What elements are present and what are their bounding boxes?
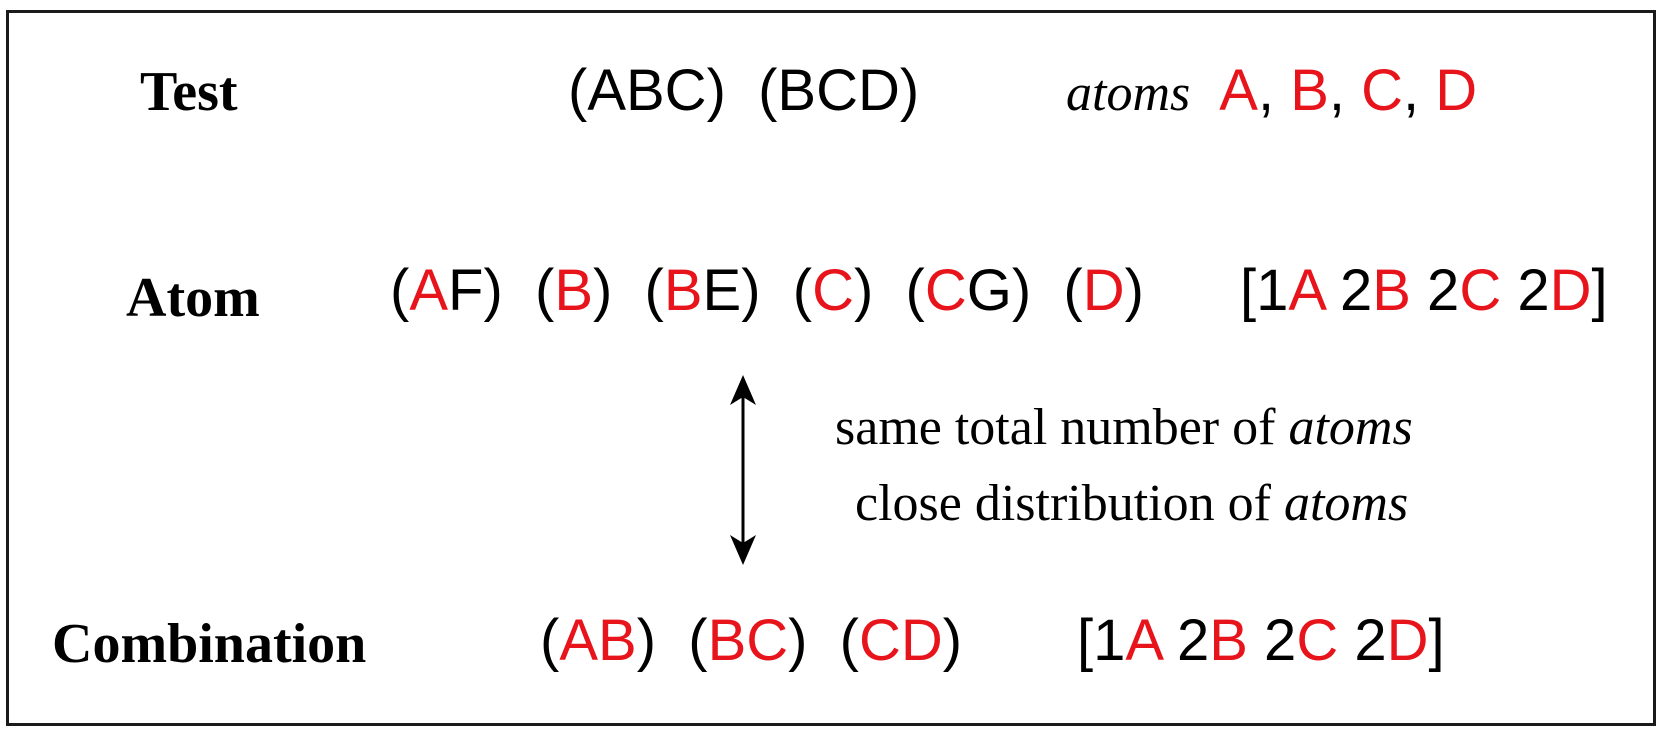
atom-count-token: C	[1459, 258, 1502, 323]
atom-count-token: 2	[1501, 258, 1550, 323]
note-line-2-atoms: atoms	[1283, 475, 1409, 532]
atom-set-token: D	[1082, 258, 1125, 323]
combination-label: Combination	[52, 613, 367, 675]
test-atoms: atoms A, B, C, D	[1066, 62, 1477, 120]
test-atom-token: B	[1290, 58, 1329, 123]
diagram-frame	[6, 10, 1656, 726]
combination-set-token: ) (	[788, 608, 859, 673]
combination-count-token: D	[1386, 608, 1429, 673]
note-line-1: same total number of atoms	[835, 402, 1413, 454]
test-atom-token: A	[1219, 58, 1258, 123]
combination-set-token: CD	[859, 608, 943, 673]
atom-set-token: ) (	[593, 258, 664, 323]
atom-set-token: B	[554, 258, 593, 323]
combination-count-token: 2	[1247, 608, 1297, 673]
combination-set-token: ) (	[636, 608, 708, 673]
atom-set-token: C	[812, 258, 854, 323]
atom-count-token: D	[1549, 258, 1592, 323]
note-line-1-atoms: atoms	[1288, 399, 1413, 456]
test-atom-token: D	[1435, 58, 1478, 123]
note-line-1-text: same total number of	[835, 399, 1289, 456]
note-line-2-text: close distribution of	[855, 475, 1284, 532]
combination-set-token: AB	[559, 608, 637, 673]
atom-sets: (AF) (B) (BE) (C) (CG) (D)	[390, 262, 1144, 320]
test-label: Test	[140, 61, 238, 123]
test-atom-token: C	[1361, 58, 1404, 123]
combination-counts: [1A 2B 2C 2D]	[1077, 612, 1445, 670]
atoms-word: atoms	[1066, 65, 1191, 122]
combination-set-token: (	[540, 608, 560, 673]
atom-set-token: B	[663, 258, 703, 323]
test-atom-token: ,	[1257, 58, 1291, 123]
combination-set-token: )	[942, 608, 963, 673]
atom-set-token: C	[924, 258, 967, 323]
combination-count-token: 2	[1160, 608, 1210, 673]
double-headed-arrow-icon	[730, 375, 756, 565]
note-line-2: close distribution of atoms	[855, 478, 1408, 530]
test-atom-token: ,	[1403, 58, 1436, 123]
atom-count-token: B	[1372, 258, 1411, 323]
atom-set-token: A	[409, 258, 449, 323]
atom-count-token: 2	[1323, 258, 1373, 323]
combination-count-token: B	[1209, 608, 1248, 673]
combination-set-token: BC	[707, 608, 789, 673]
atom-count-token: [1	[1240, 258, 1289, 323]
test-sets: (ABC) (BCD)	[568, 58, 920, 123]
atom-set-token: G) (	[966, 258, 1083, 323]
combination-count-token: A	[1125, 608, 1161, 673]
atom-counts: [1A 2B 2C 2D]	[1240, 262, 1608, 320]
atom-count-token: ]	[1591, 258, 1608, 323]
test-atoms-list: A, B, C, D	[1219, 58, 1477, 123]
combination-sets: (AB) (BC) (CD)	[540, 612, 962, 670]
atom-set-token: F) (	[448, 258, 555, 323]
atom-set-token: ) (	[853, 258, 925, 323]
atom-set-token: )	[1124, 258, 1144, 323]
atom-set-token: (	[390, 258, 410, 323]
combination-count-token: [1	[1077, 608, 1126, 673]
combination-count-token: 2	[1338, 608, 1387, 673]
test-atom-token: ,	[1328, 58, 1362, 123]
atom-label: Atom	[126, 267, 260, 329]
combination-count-token: ]	[1428, 608, 1445, 673]
atom-count-token: A	[1288, 258, 1324, 323]
atom-count-token: 2	[1410, 258, 1460, 323]
atom-set-token: E) (	[702, 258, 813, 323]
combination-count-token: C	[1296, 608, 1339, 673]
